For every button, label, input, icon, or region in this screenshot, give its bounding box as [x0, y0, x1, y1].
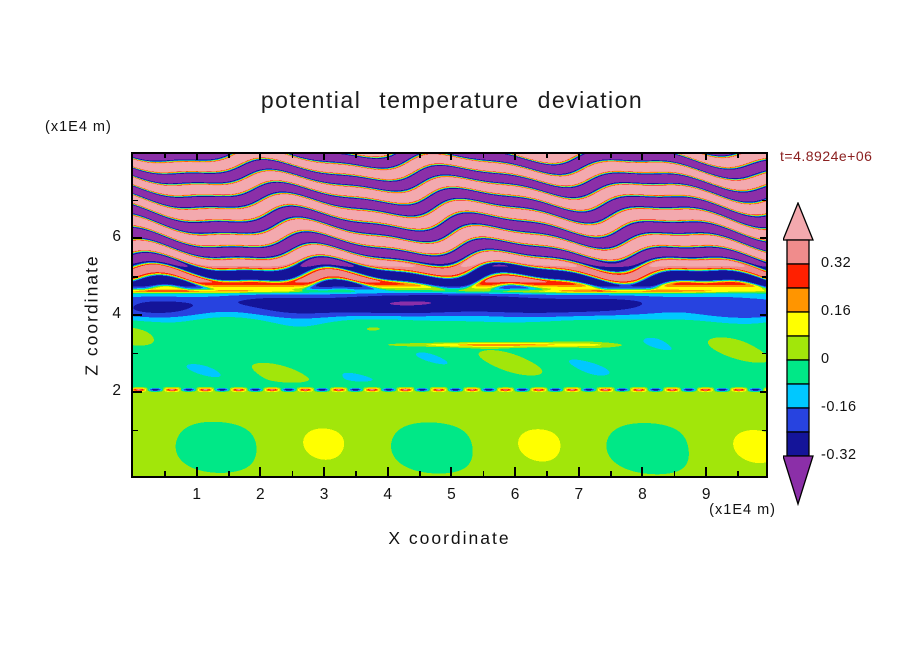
x-axis-minor-tick	[610, 471, 612, 476]
y-axis-minor-tick-right	[762, 429, 766, 431]
y-axis-tick	[133, 237, 142, 240]
y-axis-minor-tick	[133, 199, 138, 201]
chart-title: potential temperature deviation	[260, 87, 644, 113]
x-axis-tick	[323, 467, 326, 476]
colorbar-box	[786, 383, 810, 409]
x-axis-minor-tick-top	[164, 154, 166, 158]
x-tick-label: 5	[447, 486, 456, 503]
x-tick-label: 6	[510, 486, 520, 503]
x-axis-unit: (x1E4 m)	[709, 502, 776, 518]
x-axis-label: X coordinate	[388, 528, 511, 548]
x-axis-minor-tick-top	[546, 154, 548, 158]
colorbar-arrow-down	[782, 455, 814, 507]
x-axis-tick-top	[514, 154, 517, 160]
y-tick-label: 2	[112, 381, 121, 399]
x-axis-minor-tick	[546, 471, 548, 476]
colorbar-box	[786, 263, 810, 289]
y-tick-label: 4	[112, 305, 121, 322]
heatmap-canvas	[133, 154, 766, 476]
x-tick-label: 4	[383, 486, 393, 503]
plot-area	[131, 152, 768, 478]
x-axis-tick-top	[641, 154, 644, 160]
x-axis-minor-tick	[355, 471, 357, 476]
colorbar-box	[786, 239, 810, 265]
x-axis-minor-tick-top	[355, 154, 357, 158]
x-axis-tick	[259, 467, 262, 476]
colorbar-tick-label: 0.32	[821, 254, 852, 271]
x-tick-label: 9	[701, 486, 711, 503]
x-axis-minor-tick-top	[228, 154, 230, 158]
colorbar-box	[786, 431, 810, 457]
y-axis-tick	[133, 314, 142, 316]
colorbar-box	[786, 287, 810, 313]
x-axis-minor-tick-top	[610, 154, 612, 158]
x-axis-tick-top	[450, 154, 453, 160]
x-axis-minor-tick-top	[291, 154, 294, 158]
x-axis-minor-tick	[291, 471, 294, 476]
colorbar-box	[786, 311, 810, 337]
x-axis-tick-top	[386, 154, 389, 160]
x-axis-tick	[386, 467, 389, 476]
x-tick-label: 8	[638, 486, 647, 503]
x-axis-minor-tick-top	[737, 154, 739, 158]
x-axis-tick	[641, 467, 644, 476]
x-axis-tick	[514, 467, 517, 476]
x-axis-minor-tick	[419, 471, 421, 476]
y-axis-minor-tick	[133, 429, 138, 431]
y-axis-minor-tick-right	[762, 352, 766, 355]
y-axis-minor-tick	[133, 276, 138, 278]
y-axis-tick-right	[760, 390, 766, 393]
x-axis-tick	[577, 467, 580, 476]
colorbar-box	[786, 407, 810, 433]
time-annotation: t=4.8924e+06	[780, 148, 873, 164]
colorbar-box	[786, 359, 810, 385]
x-axis-minor-tick-top	[673, 154, 676, 158]
y-axis-tick-right	[760, 314, 766, 316]
y-axis-minor-tick-right	[762, 199, 766, 201]
y-axis-minor-tick-right	[762, 276, 766, 278]
x-axis-minor-tick	[228, 471, 230, 476]
colorbar-svg	[782, 201, 814, 507]
x-tick-label: 3	[319, 486, 329, 503]
x-axis-tick-top	[323, 154, 326, 160]
x-tick-label: 7	[574, 486, 584, 503]
colorbar-tick-label: -0.32	[821, 447, 857, 463]
x-tick-label: 2	[256, 486, 265, 503]
x-axis-minor-tick-top	[482, 154, 485, 158]
y-axis-minor-tick	[133, 352, 138, 355]
x-axis-minor-tick-top	[419, 154, 421, 158]
x-tick-label: 1	[192, 486, 201, 503]
x-axis-minor-tick	[164, 471, 166, 476]
y-axis-tick-right	[760, 237, 766, 240]
colorbar-tick-label: 0	[821, 351, 830, 368]
colorbar-tick-label: -0.16	[821, 399, 857, 416]
x-axis-tick	[450, 467, 453, 476]
x-axis-tick	[705, 467, 708, 476]
colorbar-arrow-up	[782, 201, 814, 241]
x-axis-tick-top	[577, 154, 580, 160]
colorbar-tick-label: 0.16	[821, 302, 852, 319]
y-axis-tick	[133, 390, 142, 393]
x-axis-minor-tick	[673, 471, 676, 476]
y-tick-label: 6	[112, 228, 121, 246]
colorbar: 0.32 0.16 0 -0.16 -0.32	[782, 201, 903, 514]
x-axis-tick-top	[705, 154, 708, 160]
x-axis-minor-tick	[737, 471, 739, 476]
x-axis-tick-top	[195, 154, 198, 160]
x-axis-tick-top	[259, 154, 262, 160]
x-axis-tick	[195, 467, 198, 476]
y-axis-unit: (x1E4 m)	[45, 119, 112, 135]
x-axis-minor-tick	[482, 471, 485, 476]
colorbar-box	[786, 335, 810, 361]
